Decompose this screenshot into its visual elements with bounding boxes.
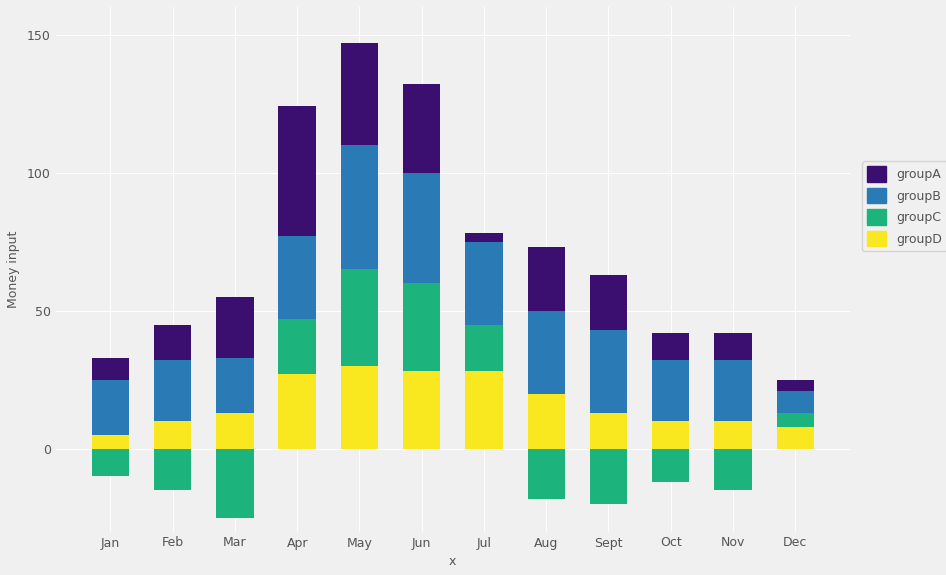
Bar bbox=[714, 333, 752, 361]
Bar bbox=[528, 310, 565, 393]
Bar bbox=[403, 371, 440, 449]
Y-axis label: Money input: Money input bbox=[7, 231, 20, 308]
Bar bbox=[341, 145, 378, 269]
Bar bbox=[465, 371, 502, 449]
X-axis label: x: x bbox=[449, 555, 457, 568]
Bar bbox=[278, 236, 316, 319]
Bar bbox=[217, 297, 254, 358]
Bar bbox=[154, 324, 191, 361]
Bar bbox=[465, 242, 502, 324]
Bar bbox=[341, 269, 378, 366]
Bar bbox=[777, 427, 814, 449]
Bar bbox=[154, 449, 191, 490]
Bar bbox=[652, 333, 690, 361]
Legend: groupA, groupB, groupC, groupD: groupA, groupB, groupC, groupD bbox=[863, 162, 946, 251]
Bar bbox=[714, 449, 752, 490]
Bar bbox=[652, 449, 690, 482]
Bar bbox=[403, 283, 440, 371]
Bar bbox=[714, 421, 752, 449]
Bar bbox=[777, 380, 814, 391]
Bar bbox=[714, 361, 752, 421]
Bar bbox=[403, 172, 440, 283]
Bar bbox=[528, 449, 565, 499]
Bar bbox=[465, 324, 502, 371]
Bar bbox=[92, 449, 129, 477]
Bar bbox=[341, 43, 378, 145]
Bar bbox=[528, 393, 565, 449]
Bar bbox=[92, 358, 129, 380]
Bar bbox=[92, 435, 129, 449]
Bar bbox=[777, 391, 814, 413]
Bar bbox=[341, 366, 378, 449]
Bar bbox=[777, 413, 814, 427]
Bar bbox=[465, 233, 502, 242]
Bar bbox=[92, 380, 129, 435]
Bar bbox=[589, 413, 627, 449]
Bar bbox=[278, 319, 316, 374]
Bar bbox=[278, 106, 316, 236]
Bar bbox=[589, 330, 627, 413]
Bar bbox=[589, 275, 627, 330]
Bar bbox=[154, 421, 191, 449]
Bar bbox=[403, 85, 440, 172]
Bar bbox=[278, 374, 316, 449]
Bar bbox=[528, 247, 565, 310]
Bar bbox=[589, 449, 627, 504]
Bar bbox=[217, 449, 254, 518]
Bar bbox=[652, 421, 690, 449]
Bar bbox=[154, 361, 191, 421]
Bar bbox=[217, 413, 254, 449]
Bar bbox=[652, 361, 690, 421]
Bar bbox=[217, 358, 254, 413]
